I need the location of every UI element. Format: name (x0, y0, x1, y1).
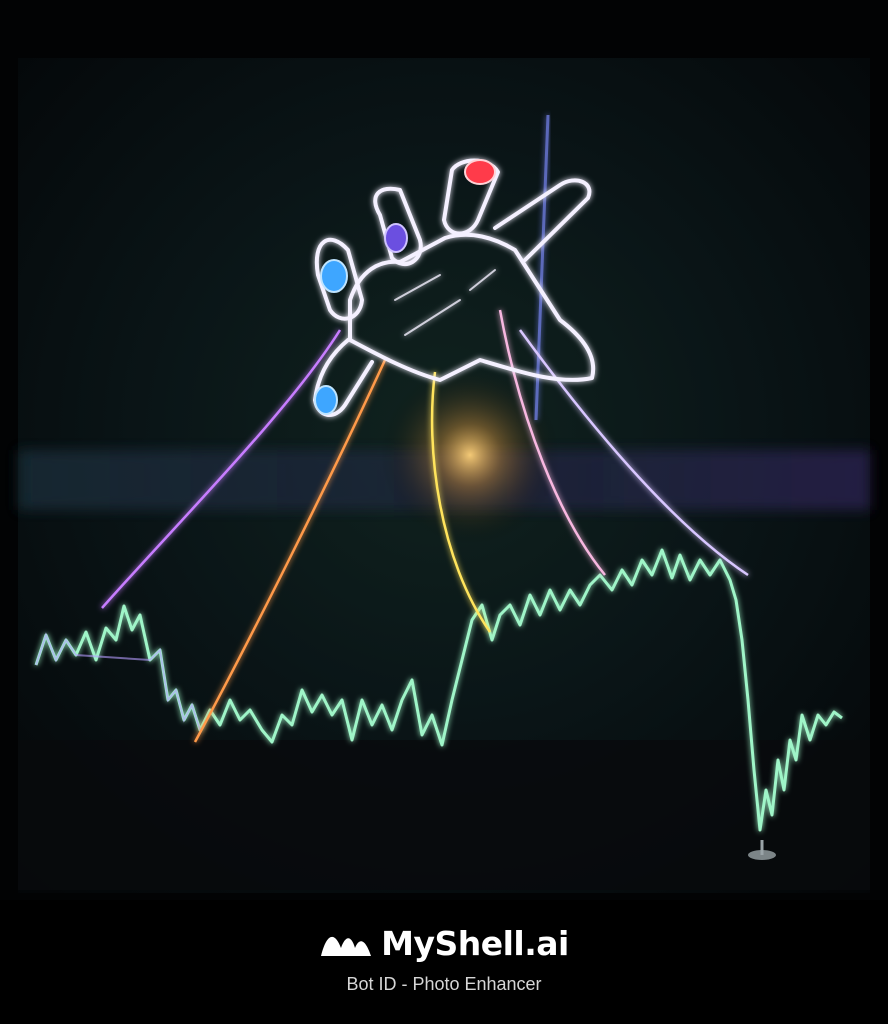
nail-blue (320, 259, 348, 293)
brand-name: MyShell.ai (381, 924, 569, 963)
footer: MyShell.ai Bot ID - Photo Enhancer (0, 900, 888, 1024)
string-lilac (518, 329, 749, 577)
palm-lines (394, 269, 496, 336)
puppet-strings (101, 309, 749, 743)
light-glow (380, 365, 560, 545)
artwork-neon-hand-chart (18, 58, 870, 893)
wave-logo-icon (321, 936, 372, 956)
nail-red (464, 159, 496, 185)
string-orange (193, 359, 387, 743)
light-streak (534, 114, 550, 421)
finger-middle (442, 158, 500, 236)
bot-caption: Bot ID - Photo Enhancer (346, 974, 542, 994)
string-purple (101, 329, 342, 609)
finger-index (493, 178, 592, 262)
nail-violet (384, 223, 408, 253)
finger-ring (373, 186, 423, 266)
brand: MyShell.ai (0, 924, 888, 964)
finger-pinky (314, 237, 364, 321)
nail-thumb-blue (314, 385, 338, 415)
floor-shadow (18, 740, 870, 890)
neon-hand (313, 158, 596, 417)
string-pink (498, 309, 606, 576)
market-line-purple-tint (35, 632, 201, 731)
string-yellow (430, 371, 492, 633)
